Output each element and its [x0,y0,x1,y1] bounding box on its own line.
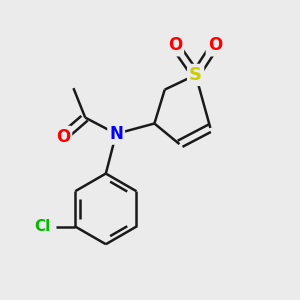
Text: O: O [56,128,70,146]
Text: N: N [109,125,123,143]
Text: Cl: Cl [35,219,51,234]
Text: O: O [208,37,222,55]
Text: O: O [168,37,182,55]
Text: S: S [189,66,202,84]
